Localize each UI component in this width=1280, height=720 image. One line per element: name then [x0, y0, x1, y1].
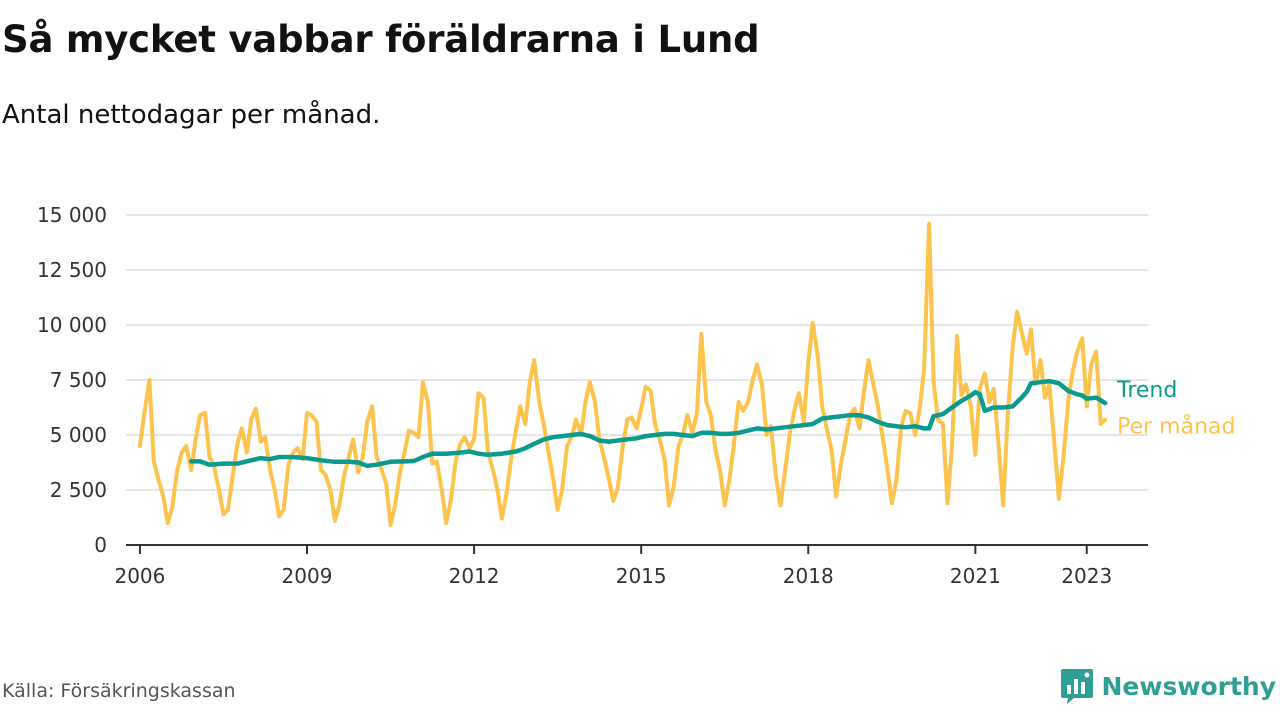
- x-tick-label: 2023: [1061, 564, 1112, 588]
- series-label-per-m-nad: Per månad: [1117, 414, 1235, 440]
- series-line-per-m-nad: [137, 221, 1108, 528]
- chart-subtitle: Antal nettodagar per månad.: [2, 100, 381, 130]
- chart-title: Så mycket vabbar föräldrarna i Lund: [2, 18, 760, 61]
- series-lines: [137, 221, 1108, 528]
- series-line-trend: [188, 378, 1108, 469]
- y-tick-label: 0: [94, 533, 107, 557]
- newsworthy-logo-icon: [1060, 669, 1093, 704]
- y-tick-label: 2 500: [50, 478, 107, 502]
- y-tick-label: 15 000: [37, 203, 107, 227]
- x-tick-label: 2009: [282, 564, 333, 588]
- source-note: Källa: Försäkringskassan: [2, 680, 236, 702]
- brand-name: Newsworthy: [1101, 671, 1277, 701]
- x-axis-ticks: 2006 2009 2012 2015 2018 2021 2023: [114, 545, 1112, 588]
- brand-logo: Newsworthy: [1060, 666, 1277, 706]
- y-tick-label: 5 000: [50, 423, 107, 447]
- x-tick-label: 2006: [114, 564, 165, 588]
- x-tick-label: 2012: [449, 564, 500, 588]
- y-axis-ticks: 0 2 500 5 000 7 500 10 000 12 500 15 000: [37, 203, 107, 557]
- series-label-trend: Trend: [1116, 378, 1177, 403]
- y-tick-label: 7 500: [50, 368, 107, 392]
- x-tick-label: 2015: [616, 564, 667, 588]
- y-tick-label: 12 500: [37, 258, 107, 282]
- x-tick-label: 2018: [783, 564, 834, 588]
- series-labels: Per månad Trend: [1116, 378, 1235, 440]
- gridlines: [126, 214, 1148, 491]
- y-tick-label: 10 000: [37, 313, 107, 337]
- x-tick-label: 2021: [950, 564, 1001, 588]
